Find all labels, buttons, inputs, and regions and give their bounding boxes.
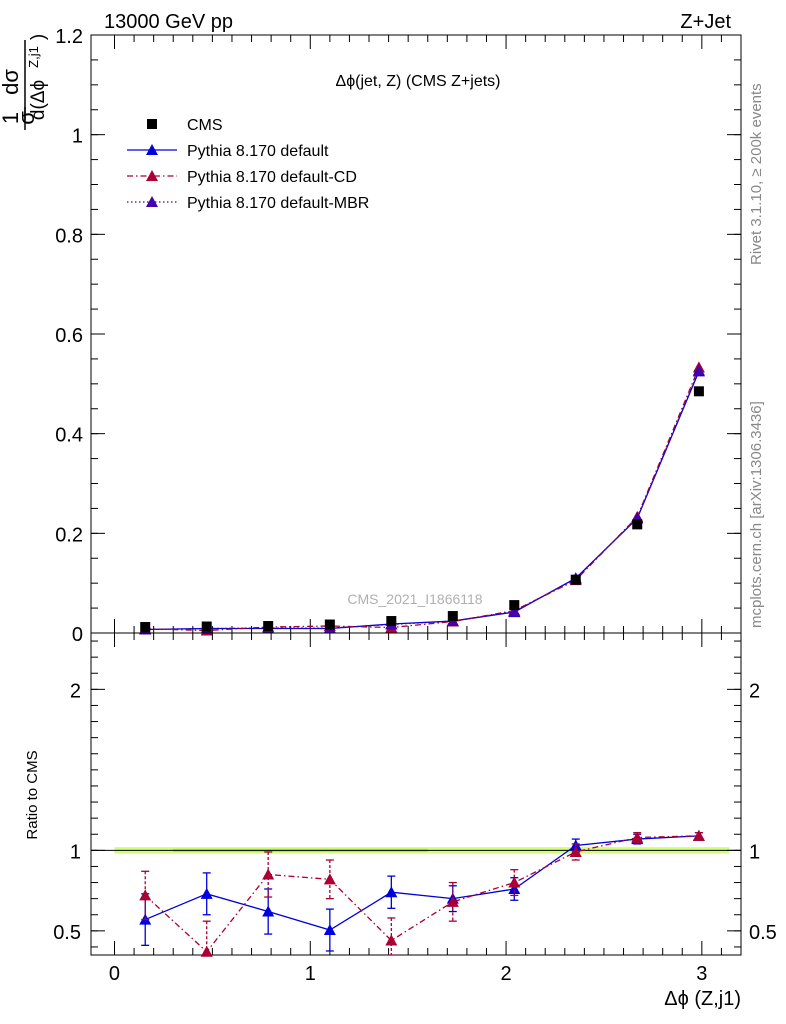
ratio-y-label: Ratio to CMS bbox=[24, 750, 41, 839]
ratio-reference-band bbox=[91, 847, 741, 854]
ratio-y-tick-label-right: 0.5 bbox=[749, 922, 777, 944]
y-label-sup: Z,j1 bbox=[26, 46, 41, 68]
main-panel: 0 0.2 0.4 0.6 0.8 1 1.2 Δϕ(jet, Z) (CMS Z+jets… bbox=[0, 26, 742, 646]
series-line-dotted bbox=[145, 370, 700, 631]
ratio-marker-dashdot bbox=[569, 845, 582, 857]
ratio-marker-dashdot bbox=[692, 829, 705, 841]
main-y-tick-label: 0.6 bbox=[55, 325, 83, 347]
ratio-frame bbox=[90, 632, 742, 956]
cms-data-point bbox=[632, 519, 643, 530]
watermark: CMS_2021_I1866118 bbox=[347, 591, 482, 607]
mcplots-label: mcplots.cern.ch [arXiv:1306.3436] bbox=[748, 401, 765, 628]
x-axis-label: Δϕ (Z,j1) bbox=[664, 988, 741, 1010]
cms-data-point bbox=[324, 619, 335, 630]
main-x-axis bbox=[113, 35, 742, 633]
cms-data-point bbox=[201, 621, 212, 632]
ratio-marker-dashdot bbox=[200, 945, 213, 957]
legend-label: CMS bbox=[187, 117, 223, 134]
ratio-x-tick-label: 2 bbox=[500, 963, 511, 985]
main-series bbox=[139, 361, 705, 636]
ratio-line-solid bbox=[144, 835, 699, 931]
y-label-prefix-den: σ bbox=[14, 111, 39, 125]
main-y-tick-label: 0.8 bbox=[55, 225, 83, 247]
ratio-y-tick-label: 1 bbox=[70, 841, 81, 863]
legend-label: Pythia 8.170 default bbox=[187, 143, 329, 160]
ratio-marker-dashdot bbox=[631, 831, 644, 843]
ratio-y-tick-label-right: 1 bbox=[749, 841, 760, 863]
main-y-axis: 0 0.2 0.4 0.6 0.8 1 1.2 bbox=[55, 26, 741, 646]
ratio-marker-dashdot bbox=[323, 873, 336, 885]
legend: CMS Pythia 8.170 default Pythia 8.170 defa… bbox=[127, 117, 369, 212]
main-y-tick-label: 0.2 bbox=[55, 524, 83, 546]
y-label-close: ) bbox=[28, 34, 49, 40]
ratio-marker-dashdot bbox=[139, 889, 152, 901]
ratio-series bbox=[139, 829, 705, 957]
cms-data-point bbox=[509, 600, 520, 611]
legend-marker-dashdot bbox=[146, 170, 158, 181]
ratio-marker-solid bbox=[200, 887, 213, 899]
legend-label: Pythia 8.170 default-MBR bbox=[187, 195, 369, 212]
legend-marker-cms bbox=[147, 119, 157, 129]
ratio-marker-solid bbox=[323, 924, 336, 936]
plot-title: Δϕ(jet, Z) (CMS Z+jets) bbox=[336, 73, 501, 90]
energy-label: 13000 GeV pp bbox=[104, 11, 233, 33]
cms-data-point bbox=[263, 621, 274, 632]
ratio-y-tick-label-right: 2 bbox=[749, 680, 760, 702]
main-y-tick-label: 0 bbox=[72, 624, 83, 646]
legend-marker-solid bbox=[146, 144, 158, 155]
ratio-x-tick-label: 3 bbox=[696, 963, 707, 985]
ratio-line-dashdot bbox=[144, 835, 699, 953]
main-y-tick-label: 1 bbox=[72, 126, 83, 148]
ratio-y-tick-label: 0.5 bbox=[53, 922, 81, 944]
ratio-y-axis: 0.5 0.5 1 1 2 2 bbox=[53, 640, 777, 948]
ratio-marker-solid bbox=[508, 882, 521, 894]
cms-data-point bbox=[693, 386, 704, 397]
y-label-num: dσ bbox=[0, 69, 23, 95]
ratio-x-tick-label: 1 bbox=[305, 963, 316, 985]
ratio-marker-solid bbox=[262, 905, 275, 917]
y-label-prefix-num: 1 bbox=[0, 112, 23, 124]
y-label-den: d(Δϕ bbox=[28, 80, 49, 120]
series-marker-dotted bbox=[508, 605, 521, 617]
cms-data-point bbox=[570, 574, 581, 585]
rivet-label: Rivet 3.1.10, ≥ 200k events bbox=[748, 83, 765, 265]
ratio-marker-dashdot bbox=[385, 934, 398, 946]
main-y-tick-label: 1.2 bbox=[55, 26, 83, 48]
legend-marker-dotted bbox=[146, 196, 158, 207]
cms-data-point bbox=[386, 616, 397, 627]
ratio-marker-dashdot bbox=[446, 895, 459, 907]
process-label: Z+Jet bbox=[680, 11, 731, 33]
ratio-panel: 0.5 0.5 1 1 2 2 0 1 2 3 Ratio to CMS Δϕ (Z,j1) bbox=[24, 632, 777, 1010]
ratio-y-tick-label: 2 bbox=[70, 680, 81, 702]
cms-data-point bbox=[447, 611, 458, 622]
legend-label: Pythia 8.170 default-CD bbox=[187, 169, 357, 186]
ratio-x-axis: 0 1 2 3 bbox=[109, 633, 742, 985]
ratio-marker-solid bbox=[385, 886, 398, 898]
main-y-tick-label: 0.4 bbox=[55, 425, 83, 447]
cms-data-point bbox=[140, 622, 151, 633]
ratio-x-tick-label: 0 bbox=[109, 963, 120, 985]
ratio-marker-dashdot bbox=[508, 876, 521, 888]
series-marker-dotted bbox=[692, 364, 705, 376]
main-y-label: 1 σ dσ d(Δϕ Z,j1 ) bbox=[0, 34, 49, 130]
ratio-marker-dashdot bbox=[262, 868, 275, 880]
